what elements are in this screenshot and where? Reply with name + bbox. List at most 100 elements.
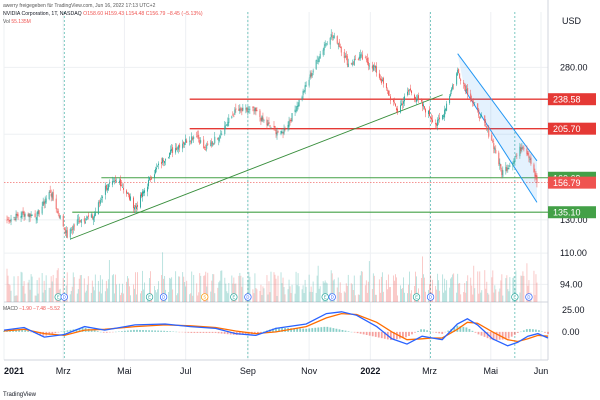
volume-bar — [65, 285, 67, 302]
volume-bar — [395, 277, 397, 302]
volume-bar — [118, 283, 120, 302]
candle-body — [85, 218, 87, 221]
candle-body — [114, 179, 116, 182]
candle-body — [408, 90, 409, 92]
volume-bar — [453, 273, 455, 302]
volume-bar — [225, 283, 227, 302]
macd-histogram-bar — [151, 330, 153, 332]
volume-bar — [101, 279, 103, 302]
candle-body — [239, 108, 241, 112]
volume-bar — [381, 272, 383, 302]
macd-histogram-bar — [223, 331, 226, 334]
candle-body — [51, 193, 53, 198]
candle-body — [361, 54, 363, 60]
candle-body — [99, 200, 101, 204]
candle-body — [183, 141, 185, 144]
candle-body — [126, 190, 127, 194]
volume-bar — [104, 291, 106, 302]
candle-body — [164, 160, 166, 164]
volume-bar — [429, 284, 431, 302]
volume-bar — [114, 274, 116, 302]
volume-bar — [242, 277, 244, 302]
volume-bar — [501, 274, 503, 302]
macd-histogram-bar — [220, 331, 223, 334]
uptrend-line — [70, 94, 443, 240]
volume-value: 55.135M — [11, 19, 31, 25]
candle-body — [478, 109, 480, 116]
price-level-lines — [4, 98, 548, 213]
volume-bar — [336, 287, 338, 302]
macd-histogram-bar — [93, 330, 96, 332]
candle-body — [268, 122, 270, 124]
candle-body — [397, 108, 398, 113]
volume-bar — [162, 252, 164, 302]
volume-bar — [207, 272, 209, 302]
candle-body — [186, 140, 188, 143]
macd-histogram-bar — [21, 329, 24, 332]
volume-bar — [256, 289, 258, 302]
event-marker-label: E — [415, 295, 418, 300]
macd-histogram-bar — [495, 331, 498, 340]
volume-bar — [51, 281, 53, 302]
candle-body — [444, 109, 446, 118]
candle-body — [65, 230, 67, 234]
candle-body — [233, 116, 235, 117]
volume-bar — [218, 282, 220, 302]
volume-bar — [301, 289, 303, 302]
volume-bar — [277, 275, 279, 302]
event-marker-label: E — [148, 295, 151, 300]
event-marker — [230, 293, 238, 301]
price-level-tag — [548, 206, 596, 219]
macd-histogram-bar — [214, 331, 217, 333]
candle-body — [393, 101, 395, 103]
candle-body — [21, 212, 23, 218]
candle-body — [283, 128, 285, 134]
candle-body — [472, 100, 474, 103]
macd-histogram-bar — [462, 326, 465, 332]
volume-bar — [322, 281, 324, 302]
macd-histogram-bar — [489, 331, 492, 340]
candle-body — [242, 107, 244, 111]
event-marker — [145, 293, 154, 301]
volume-bar — [78, 278, 80, 302]
candle-body — [437, 119, 439, 126]
volume-bar — [120, 292, 122, 302]
candle-body — [27, 214, 29, 217]
macd-histogram-bar — [538, 330, 540, 332]
candle-body — [269, 125, 271, 127]
candle-body — [516, 154, 518, 156]
candle-body — [22, 211, 24, 213]
volume-bar — [267, 294, 269, 302]
volume-bar — [79, 275, 81, 302]
candle-body — [98, 201, 100, 203]
macd-histogram-bar — [405, 331, 407, 338]
event-marker-label: D — [331, 295, 334, 300]
volume-bar — [144, 282, 145, 302]
candle-body — [263, 120, 265, 121]
volume-bar — [220, 270, 222, 302]
macd-histogram-bar — [395, 331, 398, 340]
volume-bar — [177, 293, 179, 302]
macd-histogram-bar — [259, 331, 262, 333]
macd-histogram-bar — [208, 331, 211, 333]
candle-body — [500, 164, 502, 169]
candle-body — [331, 35, 333, 37]
candle-body — [41, 206, 43, 214]
candle-body — [205, 149, 207, 150]
volume-bar — [113, 293, 115, 302]
macd-histogram-bar — [256, 331, 259, 334]
volume-bar — [422, 256, 423, 302]
macd-histogram-bar — [477, 331, 480, 335]
macd-histogram-bar — [513, 331, 516, 335]
candle-body — [240, 109, 242, 110]
macd-histogram-bar — [63, 330, 66, 332]
macd-histogram-bar — [36, 331, 39, 334]
volume-bar — [170, 278, 172, 302]
candle-body — [213, 143, 215, 144]
candle-body — [211, 141, 213, 145]
volume-bar — [136, 294, 137, 302]
candle-body — [466, 89, 468, 92]
candle-body — [127, 193, 128, 194]
candle-body — [401, 103, 402, 106]
published-line: awerry freigegeben für TradingView.com, … — [3, 3, 156, 9]
